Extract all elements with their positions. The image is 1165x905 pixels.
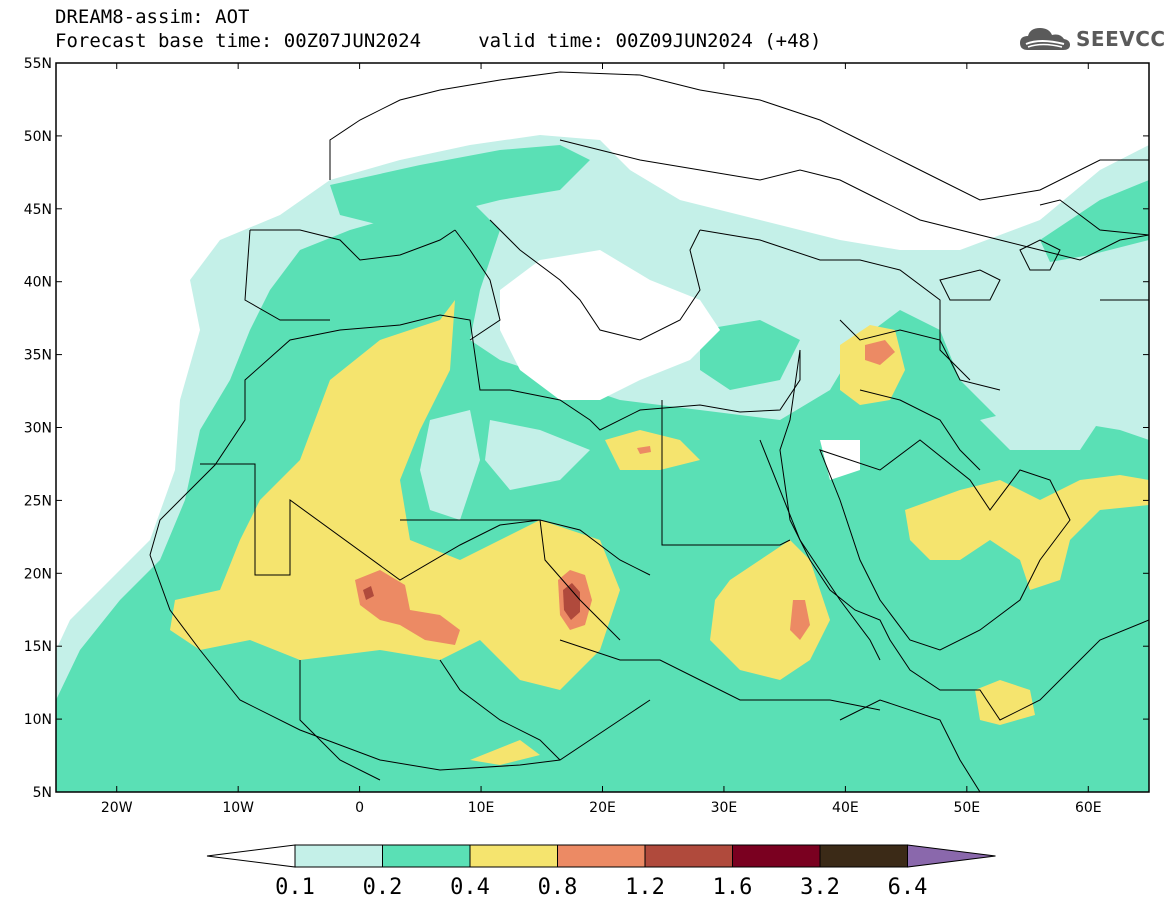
- lon-label: 20W: [101, 800, 133, 816]
- colorbar-segment: [732, 844, 821, 868]
- colorbar-label: 3.2: [800, 875, 840, 900]
- lon-label: 40E: [832, 800, 859, 816]
- colorbar-label: 0.1: [275, 875, 315, 900]
- colorbar-segment: [557, 844, 646, 868]
- colorbar-segment: [294, 844, 383, 868]
- aot-clear-areas: [420, 250, 1100, 520]
- lat-label: 25N: [24, 493, 52, 509]
- lon-label: 0: [355, 800, 364, 816]
- colorbar-segment: [644, 844, 733, 868]
- lat-label: 20N: [24, 566, 52, 582]
- lat-label: 35N: [24, 348, 52, 364]
- colorbar-label: 6.4: [888, 875, 928, 900]
- aot-field: [56, 135, 1149, 792]
- lat-label: 30N: [24, 421, 52, 437]
- lat-label: 10N: [24, 712, 52, 728]
- colorbar-segment: [819, 844, 908, 868]
- seevccc-logo: SEEVCCC: [1018, 22, 1165, 56]
- lat-label: 55N: [24, 56, 52, 72]
- colorbar-label: 1.6: [713, 875, 753, 900]
- lat-label: 45N: [24, 202, 52, 218]
- colorbar: 0.1 0.2 0.4 0.8 1.2 1.6 3.2 6.4: [206, 844, 996, 900]
- lat-label: 15N: [24, 639, 52, 655]
- chart-title: DREAM8-assim: AOT: [55, 6, 250, 28]
- colorbar-over-triangle: [907, 844, 996, 868]
- cloud-logo-icon: [1020, 28, 1070, 50]
- aot-band-1.2: [363, 583, 580, 620]
- colorbar-segment: [469, 844, 558, 868]
- aot-band-0.4: [170, 300, 1149, 765]
- logo-text: SEEVCCC: [1076, 27, 1165, 51]
- lon-label: 10W: [222, 800, 254, 816]
- colorbar-label: 0.8: [538, 875, 578, 900]
- coastlines-borders: [149, 71, 1149, 792]
- colorbar-segment: [382, 844, 471, 868]
- colorbar-under-triangle: [206, 844, 296, 868]
- latitude-axis: 55N 50N 45N 40N 35N 30N 25N 20N 15N 10N 5N: [24, 56, 1149, 801]
- lon-label: 20E: [589, 800, 616, 816]
- lat-label: 40N: [24, 275, 52, 291]
- lon-label: 60E: [1075, 800, 1102, 816]
- lon-label: 30E: [711, 800, 738, 816]
- colorbar-label: 1.2: [625, 875, 665, 900]
- forecast-time-subtitle: Forecast base time: 00Z07JUN2024 valid t…: [55, 30, 822, 52]
- colorbar-label: 0.4: [450, 875, 490, 900]
- colorbar-label: 0.2: [363, 875, 403, 900]
- lon-label: 10E: [468, 800, 495, 816]
- lat-label: 50N: [24, 129, 52, 145]
- lat-label: 5N: [33, 785, 52, 801]
- lon-label: 50E: [953, 800, 980, 816]
- longitude-axis: 20W 10W 0 10E 20E 30E 40E 50E 60E: [101, 63, 1102, 816]
